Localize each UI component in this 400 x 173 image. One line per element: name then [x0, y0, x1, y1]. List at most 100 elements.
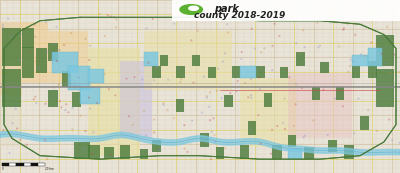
- Point: [46, 41, 52, 43]
- Bar: [72, 92, 81, 107]
- Point: [338, 25, 345, 27]
- Point: [79, 80, 86, 83]
- Point: [214, 89, 220, 92]
- Point: [230, 122, 236, 125]
- Bar: [344, 145, 354, 159]
- Point: [286, 117, 292, 120]
- Point: [335, 126, 342, 129]
- Point: [46, 69, 53, 72]
- Point: [326, 17, 332, 20]
- Point: [42, 139, 48, 142]
- Point: [38, 91, 44, 94]
- Point: [180, 106, 186, 108]
- Point: [296, 34, 302, 37]
- Point: [94, 138, 101, 141]
- Point: [65, 111, 72, 114]
- Point: [267, 135, 273, 138]
- Point: [126, 28, 132, 31]
- Point: [182, 147, 188, 150]
- Point: [210, 32, 216, 35]
- Point: [304, 90, 311, 93]
- Point: [34, 120, 40, 123]
- Bar: [0, 22, 22, 95]
- Bar: [208, 67, 216, 78]
- Point: [28, 112, 35, 114]
- Point: [87, 44, 93, 47]
- Point: [222, 116, 229, 119]
- Point: [154, 152, 160, 155]
- Point: [348, 58, 354, 61]
- Point: [128, 20, 134, 23]
- Point: [58, 47, 64, 50]
- Point: [299, 87, 305, 89]
- Point: [119, 40, 125, 43]
- Point: [143, 134, 149, 137]
- Point: [343, 62, 349, 65]
- Point: [134, 21, 140, 24]
- Point: [160, 55, 166, 57]
- Point: [229, 125, 236, 128]
- Point: [117, 82, 124, 85]
- Point: [281, 97, 288, 100]
- Point: [294, 79, 300, 81]
- Point: [46, 153, 52, 156]
- Point: [290, 124, 297, 127]
- Point: [223, 95, 229, 98]
- Point: [284, 95, 290, 97]
- Point: [77, 107, 83, 110]
- Point: [238, 58, 244, 60]
- Bar: [36, 48, 47, 73]
- Point: [151, 118, 157, 121]
- Point: [316, 105, 323, 107]
- Point: [235, 35, 242, 37]
- Point: [204, 95, 210, 98]
- Point: [364, 30, 370, 33]
- Point: [44, 158, 50, 160]
- Point: [352, 34, 358, 36]
- Point: [330, 13, 336, 16]
- Point: [30, 124, 36, 127]
- Point: [56, 49, 63, 51]
- Point: [264, 101, 270, 103]
- Point: [320, 54, 326, 57]
- Point: [345, 71, 352, 73]
- Point: [117, 48, 124, 51]
- Point: [65, 24, 72, 26]
- Point: [55, 83, 62, 86]
- Point: [77, 51, 84, 54]
- Point: [68, 32, 74, 34]
- Point: [365, 109, 371, 111]
- Point: [234, 152, 241, 155]
- Point: [35, 120, 42, 122]
- Point: [62, 109, 68, 111]
- Point: [216, 60, 222, 63]
- Point: [286, 76, 292, 79]
- Point: [151, 79, 157, 82]
- Bar: [140, 149, 148, 159]
- Point: [26, 50, 33, 53]
- Point: [237, 68, 244, 71]
- Bar: [62, 71, 71, 86]
- Point: [220, 60, 226, 63]
- Point: [0, 97, 6, 99]
- Point: [32, 24, 38, 26]
- Bar: [24, 163, 31, 166]
- Point: [60, 152, 67, 155]
- Point: [224, 85, 230, 88]
- Point: [301, 46, 308, 49]
- Point: [134, 31, 140, 33]
- Point: [340, 116, 347, 119]
- Point: [222, 147, 228, 149]
- Point: [90, 131, 97, 134]
- Point: [222, 56, 228, 59]
- Point: [130, 124, 136, 126]
- Point: [303, 152, 309, 155]
- Point: [208, 158, 214, 160]
- Point: [320, 88, 327, 91]
- Point: [241, 39, 248, 42]
- Point: [293, 83, 299, 86]
- Point: [261, 67, 268, 70]
- Point: [289, 153, 296, 156]
- Point: [292, 103, 299, 106]
- Point: [354, 143, 360, 146]
